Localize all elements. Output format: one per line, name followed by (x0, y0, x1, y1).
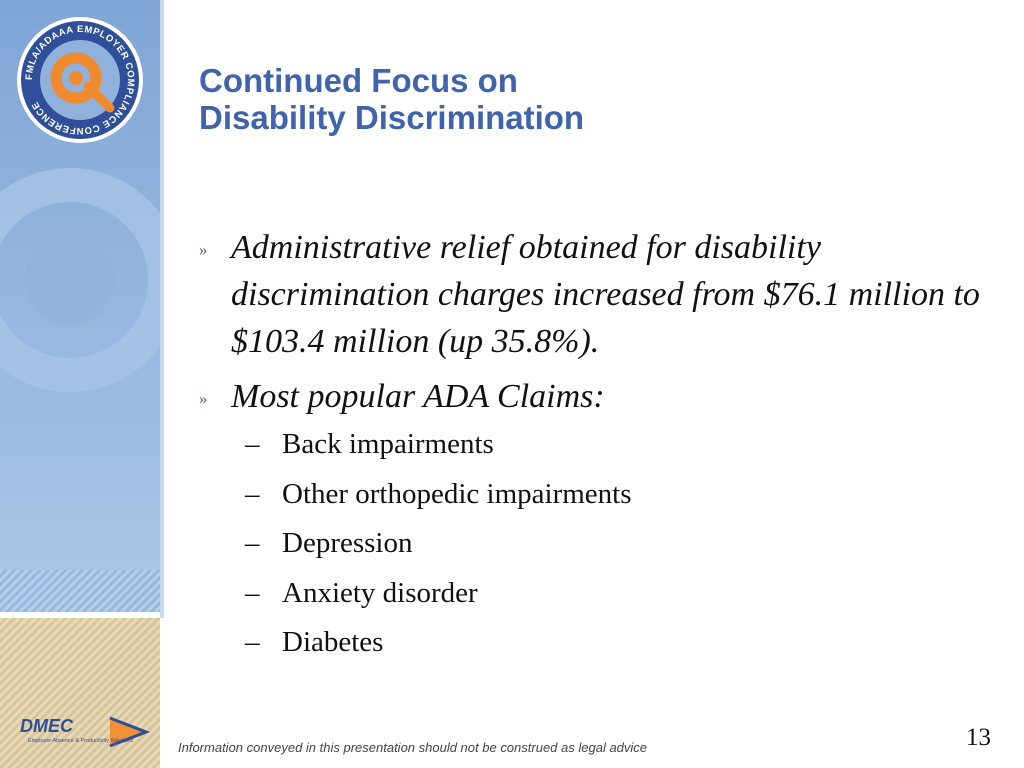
sub-list-item: – Diabetes (245, 618, 989, 668)
dash-marker: – (245, 428, 260, 460)
conference-badge-logo: FMLA/ADAAA EMPLOYER COMPLIANCE CONFERENC… (17, 17, 143, 143)
sidebar-stripe-band (0, 570, 160, 612)
sidebar-tan-panel (0, 618, 160, 768)
dash-marker: – (245, 576, 260, 609)
title-line-1: Continued Focus on (199, 62, 518, 99)
bullet-item: » Administrative relief obtained for dis… (199, 224, 989, 365)
sub-item-text: Diabetes (282, 626, 384, 658)
title-line-2: Disability Discrimination (199, 99, 585, 136)
dmec-logo: DMEC Employer Absence & Productivity Sol… (20, 716, 151, 748)
bullet-marker: » (199, 389, 208, 408)
slide-title: Continued Focus on Disability Discrimina… (199, 62, 979, 136)
sub-list-item: – Other orthopedic impairments (245, 470, 989, 520)
sub-list-item: – Back impairments (245, 420, 989, 470)
slide-body: » Administrative relief obtained for dis… (199, 224, 989, 668)
ada-claims-list: – Back impairments – Other orthopedic im… (245, 420, 989, 668)
dash-marker: – (245, 626, 260, 658)
sub-item-text: Back impairments (282, 428, 494, 460)
decorative-sidebar: FMLA/ADAAA EMPLOYER COMPLIANCE CONFERENC… (0, 0, 160, 768)
bullet-item: » Most popular ADA Claims: (199, 373, 989, 420)
svg-text:DMEC: DMEC (20, 716, 74, 736)
dash-marker: – (245, 477, 260, 510)
sub-list-item: – Depression (245, 519, 989, 569)
sub-list-item: – Anxiety disorder (245, 569, 989, 619)
bullet-marker: » (199, 240, 208, 259)
sub-item-text: Anxiety disorder (282, 576, 478, 609)
dash-marker: – (245, 527, 260, 559)
bullet-text: Administrative relief obtained for disab… (231, 229, 980, 360)
legal-disclaimer: Information conveyed in this presentatio… (178, 740, 648, 755)
svg-text:Employer Absence & Productivit: Employer Absence & Productivity Solution… (28, 738, 133, 744)
sidebar-divider (0, 612, 160, 618)
sub-item-text: Depression (282, 527, 413, 559)
sub-item-text: Other orthopedic impairments (282, 477, 632, 510)
sidebar-edge (160, 0, 164, 618)
sidebar-ring-decoration (0, 168, 160, 392)
page-number: 13 (966, 724, 991, 751)
bullet-text: Most popular ADA Claims: (231, 378, 605, 415)
